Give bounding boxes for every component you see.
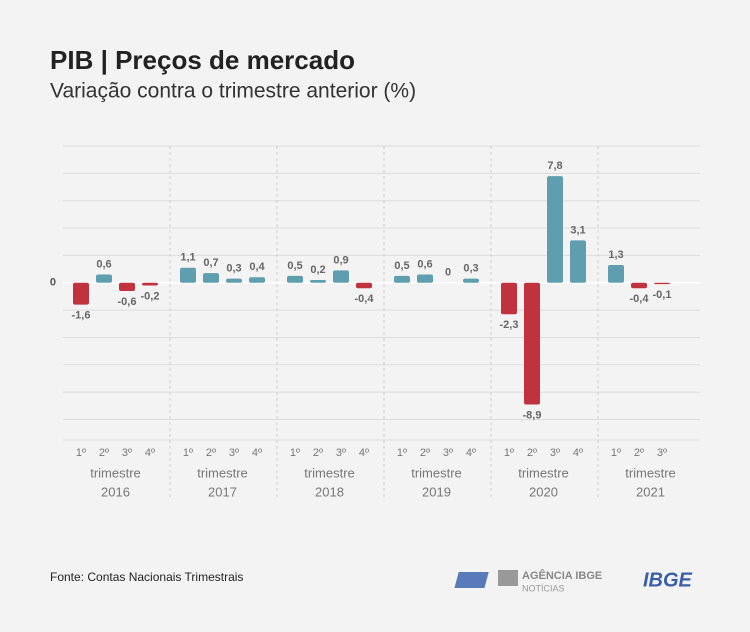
- bar: [226, 278, 242, 283]
- bar: [547, 176, 563, 283]
- chart-title: PIB | Preços de mercado: [50, 45, 355, 75]
- value-label: -0,4: [630, 293, 650, 305]
- group-label: trimestre: [518, 465, 569, 480]
- value-label: -0,6: [118, 296, 137, 308]
- bar: [142, 282, 158, 286]
- group-label: trimestre: [90, 465, 141, 480]
- bar: [394, 275, 410, 283]
- value-label: 0,3: [463, 263, 478, 275]
- value-label: 0,9: [333, 254, 348, 266]
- bar: [570, 240, 586, 283]
- group-name: 2016: [101, 484, 130, 499]
- group-label: trimestre: [625, 465, 676, 480]
- x-tick-label: 3º: [550, 447, 560, 459]
- bar: [203, 273, 219, 283]
- x-tick-label: 2º: [634, 447, 644, 459]
- x-tick-label: 2º: [313, 447, 323, 459]
- value-label: 0,3: [226, 263, 241, 275]
- ibge-logo: IBGE: [454, 569, 693, 591]
- value-label: 0,6: [417, 258, 432, 270]
- x-tick-label: 3º: [122, 447, 132, 459]
- group-name: 2020: [529, 484, 558, 499]
- x-tick-label: 2º: [99, 447, 109, 459]
- x-tick-label: 1º: [183, 447, 193, 459]
- value-label: 0: [445, 267, 451, 279]
- agency-name: AGÊNCIA IBGE: [522, 569, 602, 582]
- value-label: 0,6: [96, 258, 111, 270]
- value-label: -2,3: [500, 319, 519, 331]
- group-name: 2019: [422, 484, 451, 499]
- value-label: 0,4: [249, 261, 265, 273]
- group-label: trimestre: [411, 465, 462, 480]
- bar: [287, 275, 303, 283]
- ibge-name: IBGE: [643, 569, 693, 591]
- x-tick-label: 3º: [443, 447, 453, 459]
- logo-icon: [498, 570, 518, 586]
- x-tick-label: 3º: [336, 447, 346, 459]
- x-tick-label: 2º: [420, 447, 430, 459]
- value-label: 0,7: [203, 257, 218, 269]
- bar: [73, 282, 89, 305]
- value-label: -0,2: [141, 290, 160, 302]
- bar: [333, 270, 349, 283]
- x-tick-label: 4º: [573, 447, 583, 459]
- x-tick-label: 1º: [504, 447, 514, 459]
- bar: [417, 274, 433, 283]
- x-tick-label: 4º: [145, 447, 155, 459]
- bar: [463, 278, 479, 283]
- y-tick-label: 0: [50, 277, 56, 289]
- source: Fonte: Contas Nacionais Trimestrais: [50, 570, 243, 584]
- group-label: trimestre: [197, 465, 248, 480]
- value-label: 0,5: [394, 260, 409, 272]
- value-label: 1,3: [608, 249, 623, 261]
- group-name: 2018: [315, 484, 344, 499]
- value-label: 1,1: [180, 252, 195, 264]
- bar: [249, 277, 265, 283]
- bar: [524, 282, 540, 405]
- value-label: -0,4: [355, 293, 375, 305]
- x-tick-label: 1º: [290, 447, 300, 459]
- value-label: -1,6: [72, 310, 91, 322]
- group-name: 2021: [636, 484, 665, 499]
- bar: [356, 282, 372, 289]
- x-tick-label: 3º: [657, 447, 667, 459]
- x-tick-label: 4º: [466, 447, 476, 459]
- bar: [119, 282, 135, 291]
- value-label: 3,1: [570, 224, 585, 236]
- logo-icon: [454, 572, 489, 588]
- x-tick-label: 4º: [252, 447, 262, 459]
- bar: [654, 282, 670, 285]
- value-label: 7,8: [547, 160, 562, 172]
- x-tick-label: 1º: [611, 447, 621, 459]
- agency-sub: NOTÍCIAS: [522, 583, 565, 593]
- value-label: -0,1: [653, 289, 672, 301]
- bar: [608, 264, 624, 283]
- x-tick-label: 1º: [76, 447, 86, 459]
- value-label: 0,2: [310, 264, 325, 276]
- group-label: trimestre: [304, 465, 355, 480]
- x-tick-label: 4º: [359, 447, 369, 459]
- bar: [180, 267, 196, 283]
- value-label: -8,9: [523, 409, 542, 421]
- value-label: 0,5: [287, 260, 302, 272]
- bar: [501, 282, 517, 315]
- x-tick-label: 1º: [397, 447, 407, 459]
- x-tick-label: 3º: [229, 447, 239, 459]
- x-tick-label: 2º: [206, 447, 216, 459]
- chart-subtitle: Variação contra o trimestre anterior (%): [50, 80, 416, 103]
- x-tick-label: 2º: [527, 447, 537, 459]
- bar: [310, 280, 326, 283]
- agency-logo: AGÊNCIA IBGE NOTÍCIAS: [498, 569, 602, 593]
- bar: [631, 282, 647, 289]
- bar: [96, 274, 112, 283]
- group-name: 2017: [208, 484, 237, 499]
